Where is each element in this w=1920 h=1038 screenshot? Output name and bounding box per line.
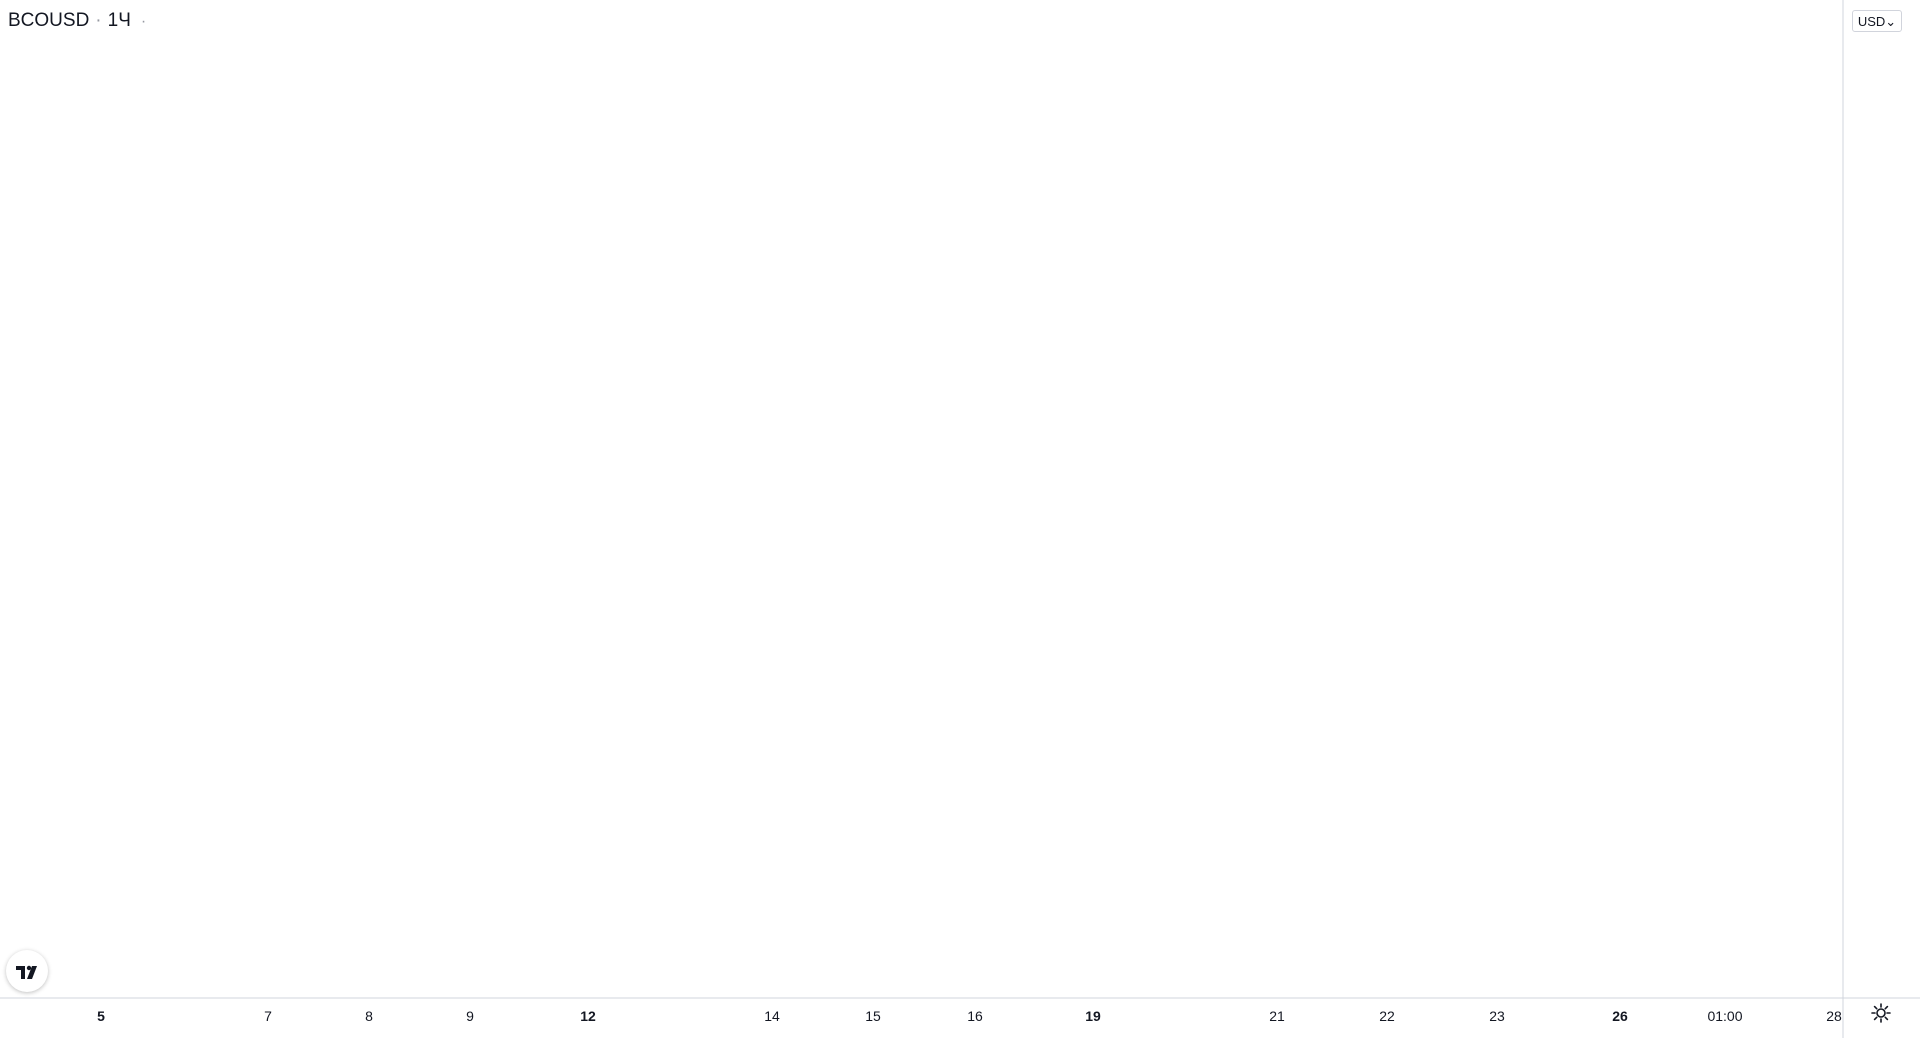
currency-selector[interactable]: USD⌄ xyxy=(1852,10,1902,32)
x-tick-label: 19 xyxy=(1085,1008,1101,1024)
x-tick-label: 12 xyxy=(580,1008,596,1024)
symbol-title[interactable]: BCOUSD · 1Ч · xyxy=(8,10,146,32)
x-tick-label: 7 xyxy=(264,1008,272,1024)
x-tick-label: 5 xyxy=(97,1008,105,1024)
x-tick-label: 8 xyxy=(365,1008,373,1024)
x-tick-label: 21 xyxy=(1269,1008,1285,1024)
symbol-name: BCOUSD xyxy=(8,10,90,31)
separator-dot: · xyxy=(95,10,102,31)
chevron-down-icon: ⌄ xyxy=(1885,14,1897,29)
price-axis[interactable]: 79.00078.00075.00074.00072.00071.00069.0… xyxy=(1842,0,1904,1038)
x-tick-label: 23 xyxy=(1489,1008,1505,1024)
time-axis[interactable]: 5 7 8 9 12 14 15 16 19 21 22 23 26 01:00 28 xyxy=(0,997,1920,1024)
x-tick-label: 16 xyxy=(967,1008,983,1024)
gear-icon[interactable] xyxy=(1868,1000,1894,1026)
x-tick-label: 22 xyxy=(1379,1008,1395,1024)
x-tick-label: 26 xyxy=(1612,1008,1628,1024)
x-tick-label: 01:00 xyxy=(1707,1008,1742,1024)
x-tick-label: 28 xyxy=(1826,1008,1842,1024)
currency-label: USD xyxy=(1857,14,1886,29)
interval-label: 1Ч xyxy=(107,10,131,31)
more-icon[interactable]: · xyxy=(140,13,147,30)
x-tick-label: 14 xyxy=(764,1008,780,1024)
x-tick-label: 9 xyxy=(466,1008,474,1024)
tradingview-logo-icon[interactable] xyxy=(6,950,48,992)
x-tick-label: 15 xyxy=(865,1008,881,1024)
